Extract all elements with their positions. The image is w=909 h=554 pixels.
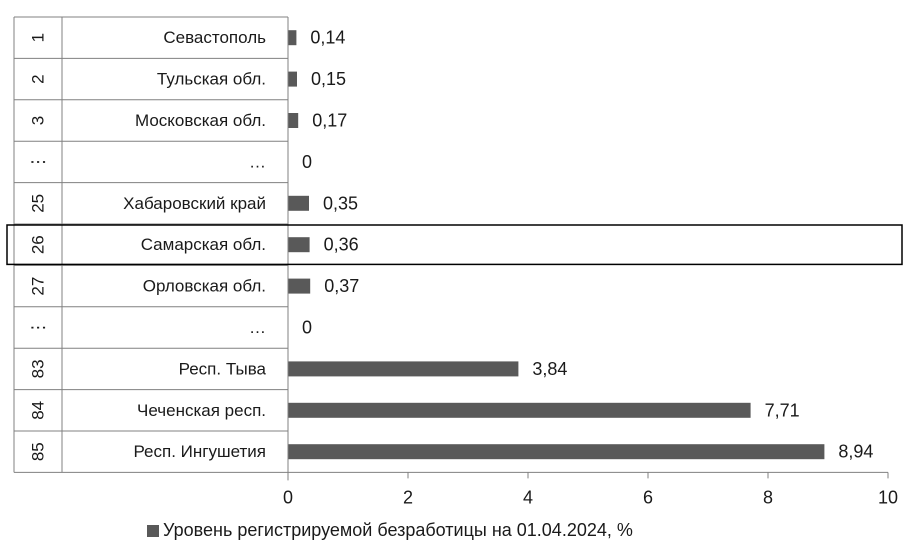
rank-label: 83 xyxy=(29,359,48,378)
category-label: Респ. Ингушетия xyxy=(133,442,266,461)
rank-label: 1 xyxy=(29,33,48,42)
value-labels-group: 0,14 0,15 0,17 0 0,35 0,36 0,37 0 3,84 7,71 8,94 xyxy=(302,28,873,462)
category-label: Московская обл. xyxy=(135,111,266,130)
bar xyxy=(288,30,297,46)
legend-swatch xyxy=(147,525,159,537)
data-label: 0,36 xyxy=(324,235,359,255)
rank-label: 25 xyxy=(29,194,48,213)
category-label: Орловская обл. xyxy=(143,277,266,296)
category-table: 1 Севастополь 2 Тульская обл. 3 Московская об… xyxy=(13,16,288,473)
data-label: 0 xyxy=(302,152,312,172)
rank-label: 26 xyxy=(29,235,48,254)
rank-label: ⋮ xyxy=(29,319,48,336)
highlight-group xyxy=(6,224,903,266)
bar xyxy=(288,444,825,460)
data-label: 0 xyxy=(302,318,312,338)
bar xyxy=(288,402,751,418)
bar xyxy=(288,237,310,253)
bar xyxy=(288,71,297,87)
data-label: 7,71 xyxy=(765,400,800,420)
data-label: 3,84 xyxy=(532,359,567,379)
x-tick-label: 2 xyxy=(403,487,413,507)
bar xyxy=(288,278,311,294)
x-tick-label: 0 xyxy=(283,487,293,507)
rank-label: 85 xyxy=(29,442,48,461)
bars-group xyxy=(288,30,825,460)
rank-label: 3 xyxy=(29,116,48,125)
category-label: Чеченская респ. xyxy=(137,401,266,420)
x-tick-label: 4 xyxy=(523,487,533,507)
legend: Уровень регистрируемой безработицы на 01… xyxy=(147,520,633,540)
rank-label: ⋮ xyxy=(29,153,48,170)
data-label: 0,17 xyxy=(312,111,347,131)
category-label: Респ. Тыва xyxy=(179,359,267,378)
category-label: Хабаровский край xyxy=(123,194,266,213)
x-tick-label: 8 xyxy=(763,487,773,507)
bar xyxy=(288,113,299,128)
category-label: Тульская обл. xyxy=(157,70,266,89)
legend-label: Уровень регистрируемой безработицы на 01… xyxy=(163,520,633,540)
highlight-box xyxy=(6,224,903,266)
data-label: 0,15 xyxy=(311,69,346,89)
data-label: 0,14 xyxy=(310,28,345,48)
x-axis: 0 2 4 6 8 10 xyxy=(283,17,898,507)
rank-label: 84 xyxy=(29,401,48,420)
x-tick-label: 6 xyxy=(643,487,653,507)
bar xyxy=(288,361,519,377)
category-label: Севастополь xyxy=(163,28,266,47)
data-label: 8,94 xyxy=(838,442,873,462)
rank-label: 2 xyxy=(29,74,48,83)
rank-label: 27 xyxy=(29,277,48,296)
category-label: Самарская обл. xyxy=(141,235,266,254)
data-label: 0,35 xyxy=(323,193,358,213)
category-label: … xyxy=(249,318,266,337)
category-label: … xyxy=(249,152,266,171)
bar xyxy=(288,195,309,211)
data-label: 0,37 xyxy=(324,276,359,296)
x-tick-label: 10 xyxy=(878,487,898,507)
